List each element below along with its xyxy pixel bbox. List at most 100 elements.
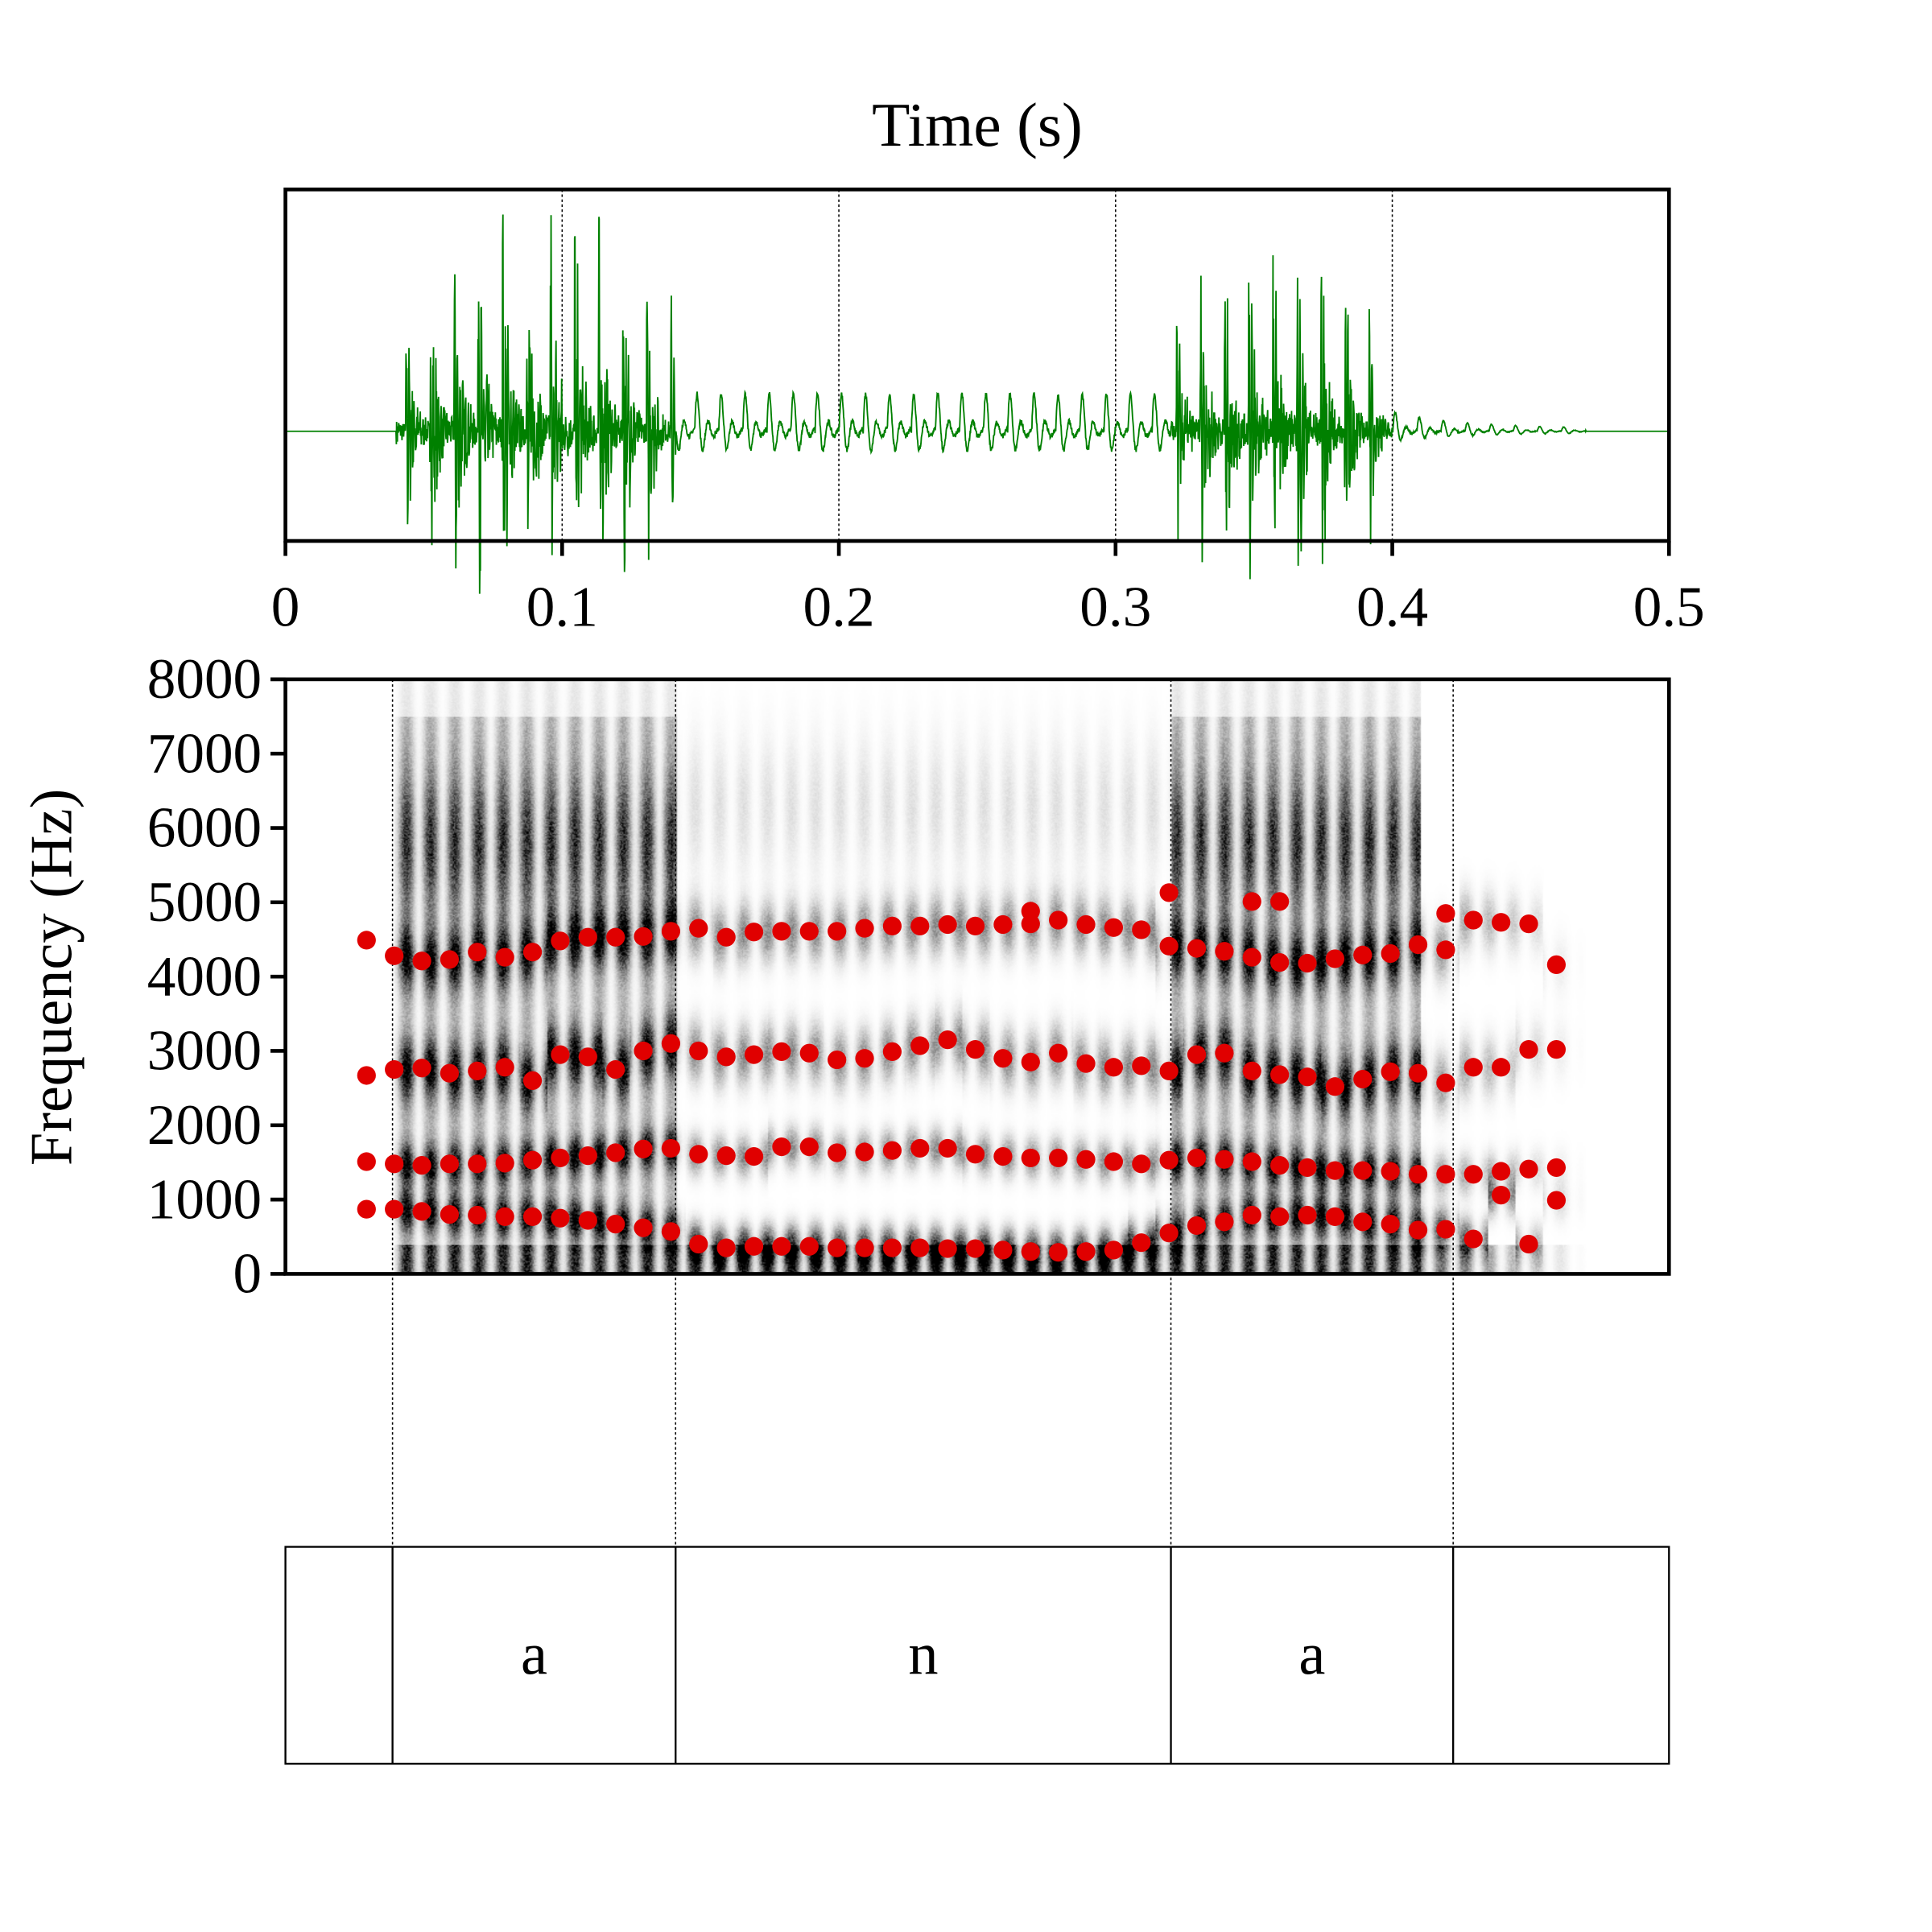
formant-point-f1	[1519, 1234, 1538, 1254]
formant-point-f1	[799, 1236, 819, 1256]
formant-point-f2	[1270, 1156, 1290, 1175]
formant-point-f1	[1104, 1241, 1124, 1260]
formant-point-f3	[1021, 1052, 1040, 1071]
x-tick-label: 0.5	[1633, 576, 1705, 638]
formant-point-f4	[744, 923, 764, 942]
formant-point-f3	[661, 1034, 681, 1053]
formant-point-f4	[1381, 943, 1400, 964]
formant-point-f2	[468, 1154, 487, 1174]
formant-point-f5	[1436, 904, 1455, 923]
formant-point-f2	[993, 1146, 1013, 1166]
formant-point-f2	[1492, 1162, 1511, 1181]
formant-point-f3	[772, 1042, 791, 1062]
formant-point-f4	[1159, 936, 1179, 956]
formant-point-f4	[495, 947, 514, 967]
formant-point-f3	[1519, 1040, 1538, 1059]
formant-point-f3	[1159, 1061, 1179, 1081]
formant-point-f1	[938, 1239, 957, 1258]
formant-point-f3	[1104, 1058, 1124, 1077]
formant-point-f4	[385, 946, 404, 965]
formant-point-f5	[1242, 892, 1261, 911]
formant-point-f2	[689, 1145, 708, 1164]
formant-point-f2	[910, 1138, 930, 1158]
formant-point-f1	[1242, 1205, 1261, 1225]
formant-point-f1	[412, 1202, 431, 1221]
formant-point-f1	[1492, 1185, 1511, 1205]
formant-point-f2	[1021, 1148, 1040, 1168]
x-tick-label: 0.1	[526, 576, 598, 638]
formant-point-f4	[1353, 945, 1373, 965]
formant-point-f4	[1519, 914, 1538, 934]
formant-point-f4	[1242, 947, 1261, 967]
formant-point-f3	[716, 1047, 736, 1067]
formant-point-f2	[855, 1142, 874, 1162]
formant-point-f2	[1159, 1150, 1179, 1170]
formant-point-f4	[1132, 920, 1151, 939]
formant-point-f2	[634, 1139, 653, 1158]
formant-point-f4	[772, 922, 791, 941]
formant-point-f2	[1104, 1152, 1124, 1171]
formant-point-f3	[965, 1040, 985, 1059]
formant-point-f4	[468, 943, 487, 962]
formant-point-f1	[1187, 1216, 1207, 1236]
formant-point-f2	[1325, 1161, 1345, 1180]
formant-point-f3	[522, 1071, 543, 1091]
formant-point-f4	[910, 916, 930, 935]
formant-point-f4	[522, 943, 543, 962]
formant-point-f1	[689, 1234, 708, 1254]
formant-point-f4	[440, 950, 460, 969]
formant-point-f3	[606, 1059, 625, 1080]
y-tick-label: 2000	[147, 1094, 262, 1157]
formant-point-f2	[357, 1152, 376, 1171]
y-tick-label: 4000	[147, 945, 262, 1008]
formant-point-f2	[1408, 1165, 1428, 1184]
formant-point-f4	[1463, 910, 1483, 930]
formant-point-f3	[1049, 1043, 1068, 1063]
formant-point-f1	[716, 1238, 736, 1257]
formant-point-f2	[385, 1154, 404, 1174]
formant-point-f3	[357, 1066, 376, 1085]
formant-point-f4	[551, 931, 570, 951]
formant-points	[357, 883, 1567, 1262]
formant-point-f2	[1546, 1158, 1567, 1178]
waveform-gridlines	[561, 189, 1393, 541]
formant-point-f2	[716, 1146, 736, 1166]
formant-point-f4	[716, 927, 736, 947]
formant-point-f1	[1159, 1224, 1179, 1243]
formant-point-f1	[1298, 1205, 1317, 1225]
formant-point-f3	[938, 1030, 957, 1050]
formant-point-f3	[634, 1041, 653, 1061]
formant-point-f3	[993, 1049, 1013, 1068]
formant-point-f3	[468, 1061, 487, 1081]
formant-point-f3	[1132, 1056, 1151, 1075]
formant-point-f3	[1215, 1043, 1234, 1063]
formant-point-f2	[799, 1137, 819, 1157]
y-tick-label: 5000	[147, 871, 262, 934]
formant-point-f2	[744, 1146, 764, 1166]
formant-point-f1	[1215, 1212, 1234, 1232]
formant-point-f2	[1132, 1154, 1151, 1174]
formant-point-f1	[1270, 1207, 1290, 1226]
formant-point-f2	[1049, 1148, 1068, 1168]
formant-point-f1	[1076, 1242, 1096, 1261]
y-tick-label: 7000	[147, 722, 262, 785]
formant-point-f2	[661, 1138, 681, 1158]
formant-point-f3	[1492, 1058, 1511, 1077]
formant-point-f2	[1381, 1162, 1400, 1181]
formant-point-f4	[634, 927, 653, 946]
formant-point-f4	[412, 952, 431, 971]
formant-point-f4	[1298, 953, 1317, 973]
formant-point-f3	[440, 1063, 460, 1083]
formant-point-f1	[495, 1207, 514, 1226]
formant-point-f2	[522, 1150, 543, 1170]
formant-point-f4	[1049, 910, 1068, 930]
boundary-lines	[391, 679, 1454, 1547]
formant-point-f3	[882, 1042, 902, 1062]
formant-point-f2	[882, 1141, 902, 1160]
formant-point-f3	[1546, 1040, 1567, 1059]
formant-point-f3	[578, 1047, 597, 1067]
formant-point-f3	[1298, 1067, 1317, 1087]
formant-point-f3	[1270, 1065, 1290, 1084]
